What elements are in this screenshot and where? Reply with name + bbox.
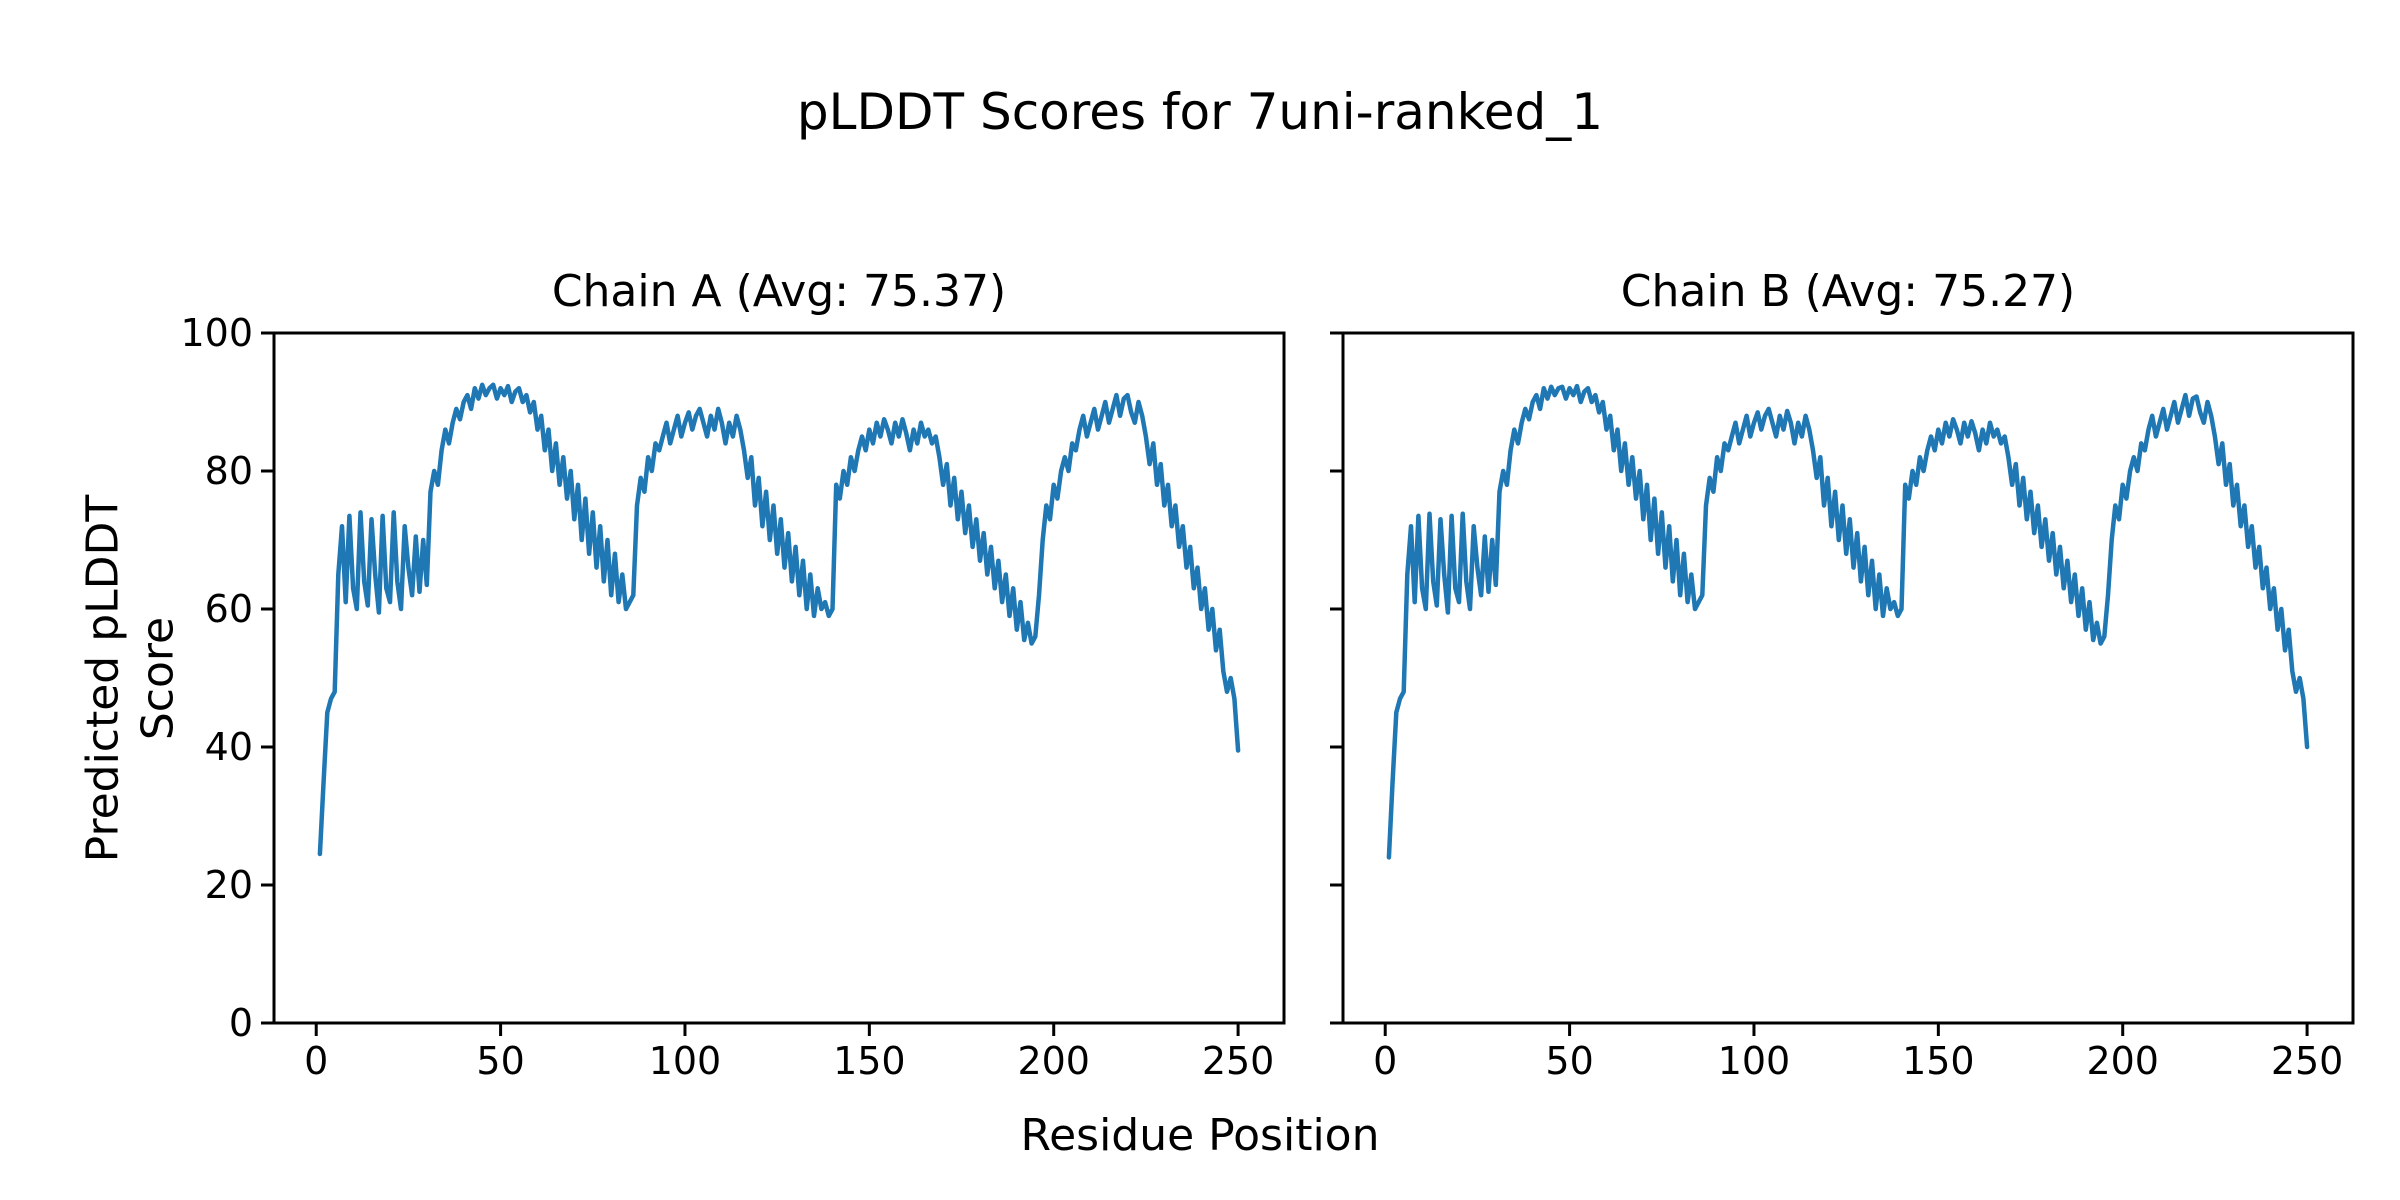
axes-chain-b: 0 50 100 150 200 250 bbox=[1330, 331, 2355, 1083]
x-axis-label: Residue Position bbox=[1020, 1110, 1380, 1161]
y-tick-label: 100 bbox=[180, 311, 253, 355]
x-tick-label: 200 bbox=[1017, 1039, 1090, 1083]
x-tick-label: 250 bbox=[2271, 1039, 2344, 1083]
x-tick-label: 100 bbox=[1718, 1039, 1791, 1083]
x-tick-label: 150 bbox=[833, 1039, 906, 1083]
x-tick-label: 0 bbox=[304, 1039, 328, 1083]
y-tick-label: 20 bbox=[205, 863, 253, 907]
x-tick-label: 50 bbox=[1545, 1039, 1593, 1083]
subplot-title-chain-b: Chain B (Avg: 75.27) bbox=[1620, 266, 2076, 317]
axes-spines bbox=[1341, 331, 2355, 1025]
x-tick-label: 200 bbox=[2086, 1039, 2159, 1083]
x-tick-label: 0 bbox=[1373, 1039, 1397, 1083]
figure-title: pLDDT Scores for 7uni-ranked_1 bbox=[796, 83, 1604, 141]
y-tick-label: 80 bbox=[205, 449, 253, 493]
x-tick-label: 150 bbox=[1902, 1039, 1975, 1083]
x-tick-label: 100 bbox=[649, 1039, 722, 1083]
axes-chain-a: 0 50 100 150 200 250 0 20 40 60 80 100 bbox=[180, 311, 1286, 1083]
x-tick-label: 250 bbox=[1202, 1039, 1275, 1083]
axes-spines bbox=[272, 331, 1286, 1025]
subplot-title-chain-a: Chain A (Avg: 75.37) bbox=[551, 266, 1007, 317]
plddt-line-chain-a bbox=[317, 382, 1241, 857]
y-tick-label: 60 bbox=[205, 587, 253, 631]
plddt-line-chain-b bbox=[1386, 383, 2310, 860]
y-tick-label: 0 bbox=[229, 1001, 253, 1045]
y-tick-label: 40 bbox=[205, 725, 253, 769]
x-tick-label: 50 bbox=[476, 1039, 524, 1083]
